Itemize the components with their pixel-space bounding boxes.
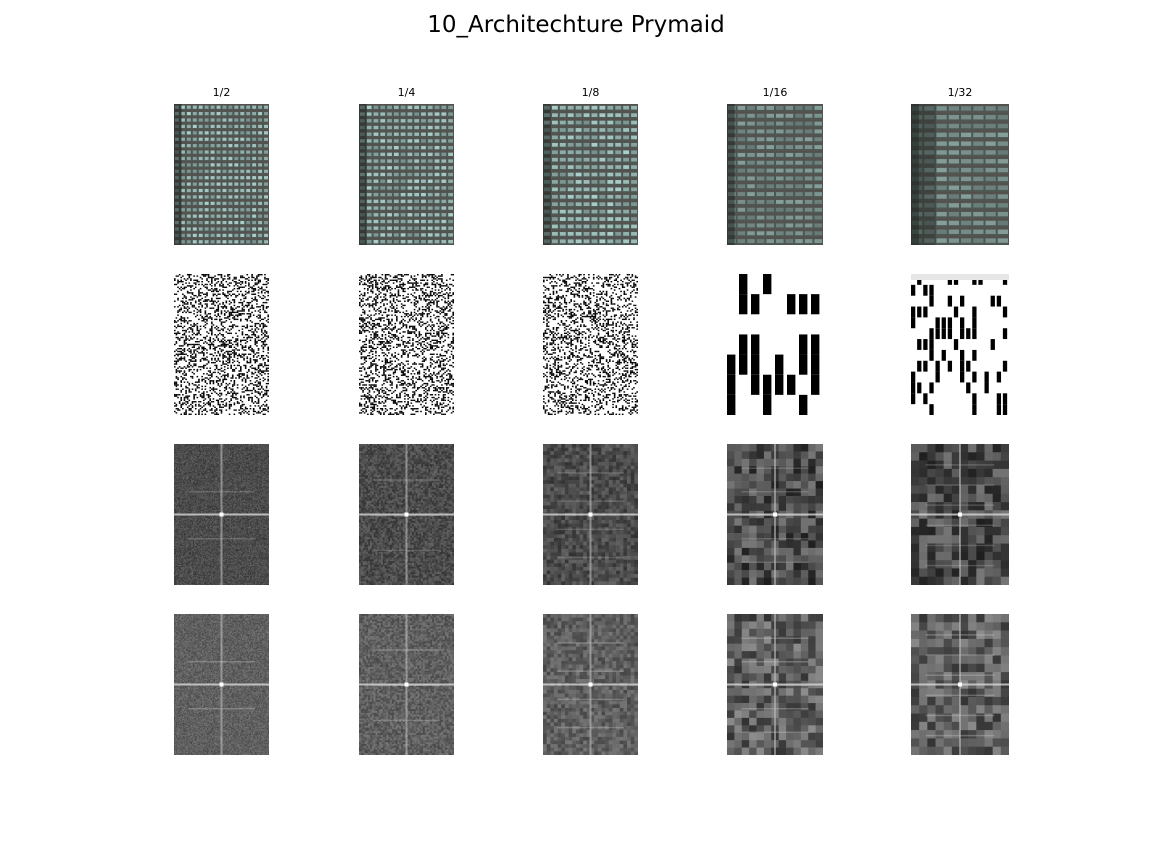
fourier-spectrum-highpass-tile	[174, 614, 269, 755]
fourier-spectrum-highpass-tile	[543, 614, 638, 755]
fourier-spectrum-highpass-tile	[359, 614, 454, 755]
fourier-spectrum-tile	[543, 444, 638, 585]
figure-title: 10_Architechture Prymaid	[0, 12, 1152, 38]
column-title: 1/2	[162, 86, 282, 99]
fourier-spectrum-tile	[727, 444, 823, 585]
edge-map-tile	[911, 274, 1009, 415]
building-photo-tile	[543, 104, 638, 245]
building-photo-tile	[359, 104, 454, 245]
column-title: 1/16	[715, 86, 835, 99]
column-title: 1/4	[347, 86, 467, 99]
fourier-spectrum-tile	[911, 444, 1009, 585]
column-title: 1/32	[900, 86, 1020, 99]
fourier-spectrum-highpass-tile	[911, 614, 1009, 755]
building-photo-tile	[727, 104, 823, 245]
column-title: 1/8	[531, 86, 651, 99]
building-photo-tile	[911, 104, 1009, 245]
edge-map-tile	[174, 274, 269, 415]
edge-map-tile	[727, 274, 823, 415]
edge-map-tile	[543, 274, 638, 415]
edge-map-tile	[359, 274, 454, 415]
fourier-spectrum-tile	[359, 444, 454, 585]
fourier-spectrum-tile	[174, 444, 269, 585]
fourier-spectrum-highpass-tile	[727, 614, 823, 755]
building-photo-tile	[174, 104, 269, 245]
